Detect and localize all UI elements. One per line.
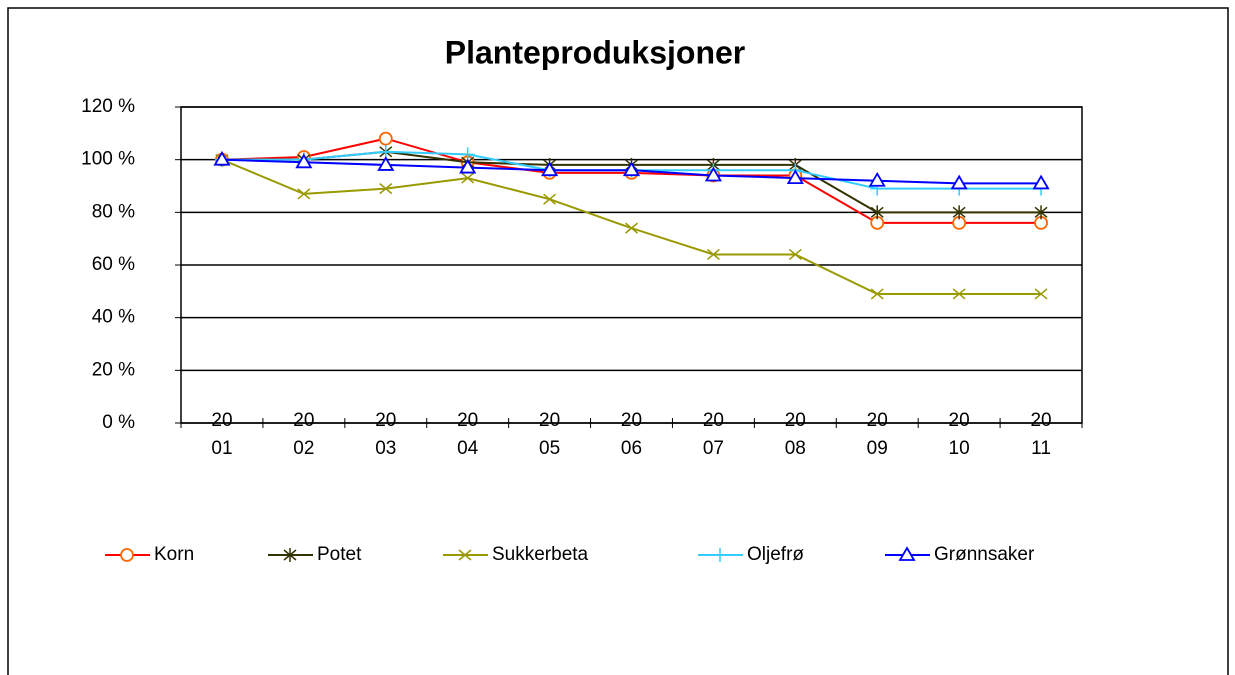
- marker-shape: [295, 153, 313, 169]
- marker-shape: [1032, 174, 1050, 190]
- marker-stroke: [952, 288, 966, 300]
- marker: [706, 248, 720, 261]
- marker: [1032, 174, 1050, 190]
- x-tick-label: 2010: [948, 410, 970, 459]
- marker-stroke: [1034, 288, 1048, 300]
- marker-shape: [950, 174, 968, 190]
- legend-item: Grønnsaker: [885, 544, 1035, 565]
- y-tick-label: 40 %: [92, 307, 135, 328]
- series-line: [221, 158, 1042, 295]
- y-tick-label: 0 %: [102, 412, 135, 433]
- marker: [378, 131, 393, 146]
- marker: [295, 153, 313, 169]
- marker: [952, 205, 966, 220]
- legend-label: Korn: [154, 544, 194, 565]
- marker: [868, 171, 886, 187]
- marker: [786, 169, 804, 184]
- y-tick-label: 120 %: [81, 96, 135, 117]
- y-tick-label: 100 %: [81, 149, 135, 170]
- marker-stroke: [458, 549, 472, 561]
- marker: [377, 156, 395, 171]
- marker: [870, 288, 884, 300]
- y-tick-label: 60 %: [92, 254, 135, 275]
- marker: [952, 288, 966, 300]
- x-tick-label: 2011: [1030, 410, 1052, 459]
- marker: [120, 548, 134, 562]
- marker-stroke: [625, 222, 638, 234]
- legend-item: Sukkerbeta: [443, 544, 589, 565]
- legend-label: Potet: [317, 544, 362, 565]
- x-tick-label: 2005: [539, 410, 561, 459]
- marker: [950, 174, 968, 190]
- series-line: [221, 137, 1042, 224]
- chart-title: Planteproduksjoner: [445, 34, 746, 70]
- legend-label: Sukkerbeta: [492, 544, 589, 565]
- x-tick-label: 2007: [702, 410, 724, 459]
- marker-stroke: [870, 288, 884, 300]
- plot-frame: [180, 106, 1083, 424]
- x-tick-label: 2008: [784, 410, 806, 459]
- marker: [459, 158, 477, 174]
- marker-shape: [120, 548, 134, 562]
- marker-shape: [377, 156, 395, 171]
- marker-stroke: [543, 193, 557, 205]
- y-tick-label: 80 %: [92, 201, 135, 222]
- marker: [1034, 205, 1048, 220]
- marker-stroke: [297, 188, 311, 200]
- marker: [898, 546, 916, 561]
- legend-label: Oljefrø: [747, 544, 804, 565]
- marker: [541, 161, 559, 177]
- marker-shape: [868, 171, 886, 187]
- x-tick-label: 2006: [620, 410, 643, 459]
- legend-item: Korn: [105, 544, 194, 565]
- x-tick-label: 2004: [457, 410, 479, 459]
- marker: [870, 205, 884, 220]
- x-tick-label: 2009: [866, 410, 888, 459]
- marker-shape: [898, 546, 916, 561]
- marker-shape: [378, 131, 393, 146]
- marker: [213, 150, 231, 166]
- marker: [788, 248, 802, 261]
- marker: [283, 548, 297, 562]
- marker: [297, 188, 311, 200]
- marker-shape: [541, 161, 559, 177]
- marker: [379, 183, 393, 195]
- marker: [1034, 288, 1048, 300]
- marker-stroke: [788, 248, 802, 261]
- marker-shape: [786, 169, 804, 184]
- marker: [461, 172, 475, 184]
- x-tick-label: 2002: [293, 410, 315, 459]
- x-tick-label: 2003: [375, 410, 397, 459]
- marker-stroke: [706, 248, 720, 261]
- marker: [458, 549, 472, 561]
- x-tick-label: 2001: [211, 410, 233, 459]
- legend-item: Potet: [268, 544, 362, 565]
- marker: [704, 166, 722, 182]
- legend-item: Oljefrø: [698, 544, 804, 565]
- marker: [543, 193, 557, 205]
- y-tick-label: 20 %: [92, 359, 135, 380]
- marker-stroke: [461, 172, 475, 184]
- marker-shape: [704, 166, 722, 182]
- marker: [625, 222, 638, 234]
- legend-label: Grønnsaker: [934, 544, 1035, 565]
- chart-frame: [7, 7, 1229, 675]
- marker: [622, 161, 641, 177]
- marker-shape: [213, 150, 231, 166]
- marker: [713, 548, 727, 562]
- marker-stroke: [379, 183, 393, 195]
- marker-shape: [622, 161, 641, 177]
- marker-shape: [459, 158, 477, 174]
